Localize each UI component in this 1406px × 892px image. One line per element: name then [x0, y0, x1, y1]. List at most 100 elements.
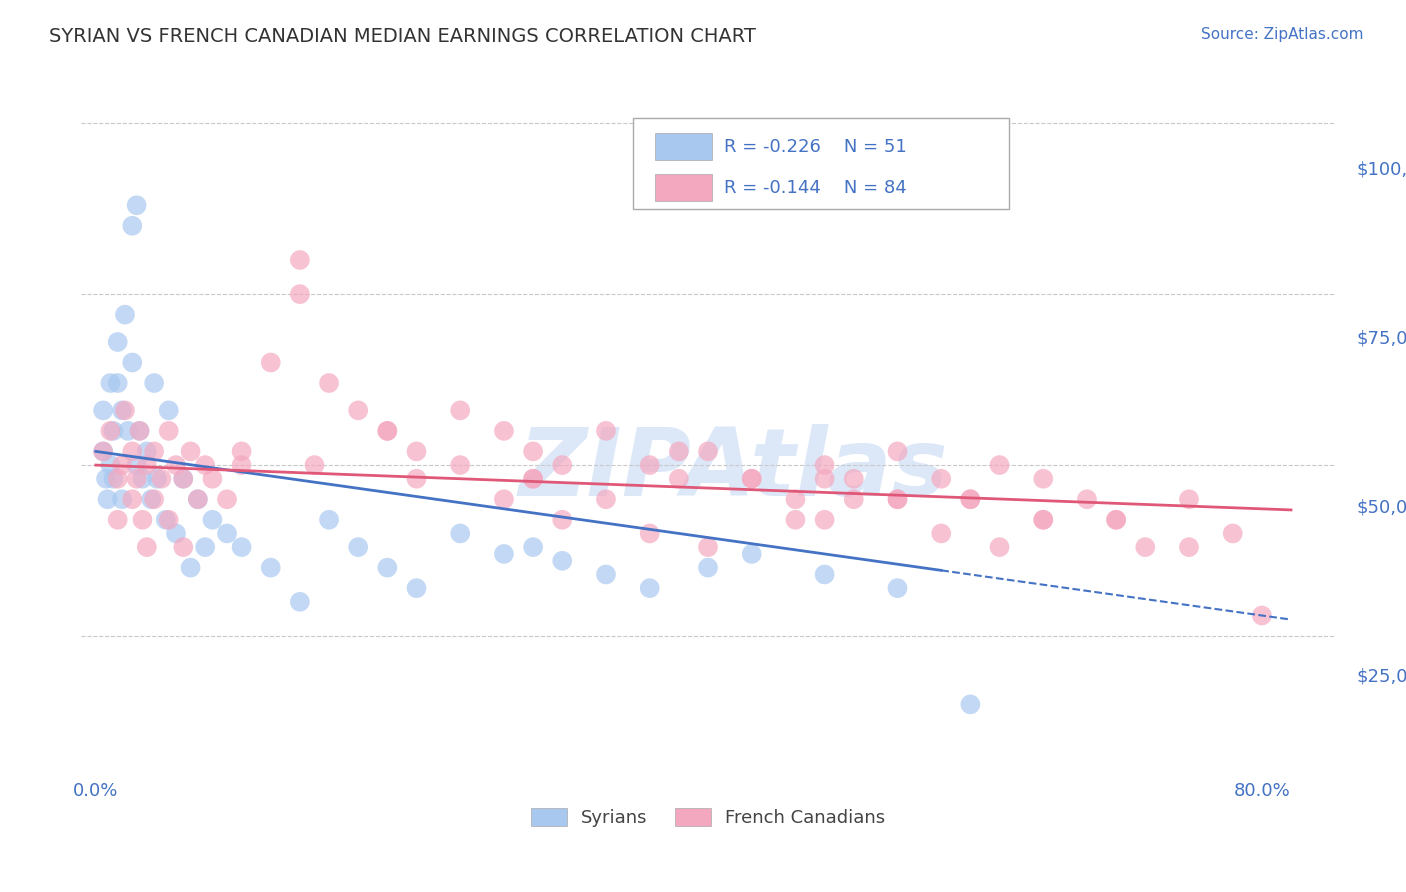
Legend: Syrians, French Canadians: Syrians, French Canadians — [523, 800, 893, 834]
Text: $50,000: $50,000 — [1357, 499, 1406, 516]
Point — [886, 581, 908, 595]
Point — [157, 424, 180, 438]
Point — [522, 540, 544, 554]
Point — [91, 444, 114, 458]
Point — [111, 458, 134, 472]
Point — [595, 492, 617, 507]
Point — [375, 424, 398, 438]
Point — [886, 444, 908, 458]
Point — [318, 376, 340, 390]
Point — [288, 595, 311, 609]
Point — [194, 540, 217, 554]
Point — [405, 581, 427, 595]
Point — [143, 444, 166, 458]
Point — [1135, 540, 1157, 554]
Text: R = -0.226    N = 51: R = -0.226 N = 51 — [724, 137, 907, 156]
Point — [288, 287, 311, 301]
Point — [260, 560, 283, 574]
Point — [1032, 513, 1054, 527]
Point — [551, 513, 574, 527]
Point — [959, 492, 981, 507]
Point — [172, 472, 194, 486]
Point — [141, 492, 163, 507]
Point — [959, 698, 981, 712]
Point — [165, 526, 187, 541]
Point — [121, 219, 143, 233]
Point — [551, 554, 574, 568]
Point — [741, 547, 763, 561]
Point — [1222, 526, 1244, 541]
Point — [697, 444, 720, 458]
Point — [114, 308, 136, 322]
Point — [785, 513, 807, 527]
Point — [449, 526, 471, 541]
Point — [522, 472, 544, 486]
Point — [231, 458, 253, 472]
Point — [375, 560, 398, 574]
Point — [131, 513, 153, 527]
Point — [128, 424, 150, 438]
Point — [128, 424, 150, 438]
Point — [959, 492, 981, 507]
Point — [638, 581, 661, 595]
Point — [215, 526, 238, 541]
Text: Source: ZipAtlas.com: Source: ZipAtlas.com — [1201, 27, 1364, 42]
Point — [125, 458, 148, 472]
Point — [231, 540, 253, 554]
Point — [107, 376, 129, 390]
Point — [741, 472, 763, 486]
Point — [697, 540, 720, 554]
Point — [988, 540, 1011, 554]
Point — [375, 424, 398, 438]
Point — [180, 444, 202, 458]
Point — [929, 472, 952, 486]
Point — [180, 560, 202, 574]
Point — [522, 444, 544, 458]
Point — [1105, 513, 1128, 527]
Point — [638, 526, 661, 541]
Text: $25,000: $25,000 — [1357, 667, 1406, 686]
Point — [100, 458, 122, 472]
Point — [638, 458, 661, 472]
Point — [201, 472, 224, 486]
Point — [114, 403, 136, 417]
Point — [107, 334, 129, 349]
Point — [1032, 472, 1054, 486]
Point — [94, 472, 117, 486]
Point — [886, 492, 908, 507]
Point — [492, 547, 515, 561]
Point — [405, 472, 427, 486]
Point — [215, 492, 238, 507]
Point — [103, 424, 125, 438]
Point — [100, 424, 122, 438]
Point — [155, 513, 177, 527]
Point — [107, 472, 129, 486]
Point — [165, 458, 187, 472]
Point — [1032, 513, 1054, 527]
Point — [143, 492, 166, 507]
Point — [172, 472, 194, 486]
Point — [449, 403, 471, 417]
Point — [91, 444, 114, 458]
Text: ZIPAtlas: ZIPAtlas — [519, 424, 948, 516]
Point — [347, 540, 370, 554]
Text: R = -0.144    N = 84: R = -0.144 N = 84 — [724, 178, 907, 196]
Point — [595, 424, 617, 438]
Point — [886, 492, 908, 507]
Point — [668, 472, 690, 486]
Point — [117, 424, 139, 438]
Point — [929, 526, 952, 541]
Point — [449, 458, 471, 472]
Point — [741, 472, 763, 486]
Point — [143, 376, 166, 390]
Point — [318, 513, 340, 527]
Point — [187, 492, 209, 507]
Point — [304, 458, 326, 472]
Point — [551, 458, 574, 472]
Point — [121, 492, 143, 507]
Point — [347, 403, 370, 417]
Point — [405, 444, 427, 458]
Point — [187, 492, 209, 507]
Point — [988, 458, 1011, 472]
Point — [194, 458, 217, 472]
